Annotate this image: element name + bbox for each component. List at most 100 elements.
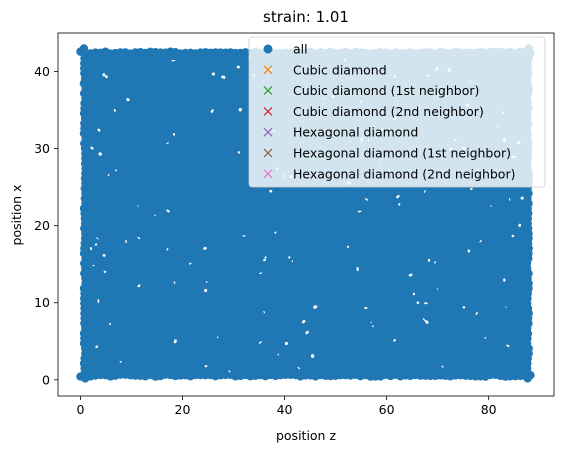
void-gap <box>242 235 246 237</box>
void-gap <box>356 267 359 272</box>
void-gap <box>484 336 487 339</box>
void-gap <box>357 210 362 213</box>
y-tick-label: 0 <box>42 372 50 387</box>
void-gap <box>277 353 280 356</box>
void-gap <box>506 344 510 347</box>
legend-entry-label: Hexagonal diamond (1st neighbor) <box>293 146 511 161</box>
void-gap <box>107 173 110 177</box>
legend-marker <box>263 127 273 137</box>
x-tick-label: 0 <box>76 402 84 417</box>
void-gap <box>119 360 122 363</box>
void-gap <box>92 264 95 267</box>
void-gap <box>173 281 176 284</box>
void-gap <box>172 133 176 136</box>
void-gap <box>425 320 429 324</box>
y-axis-label: position x <box>9 185 24 246</box>
void-gap <box>154 214 156 217</box>
void-gap <box>371 325 375 327</box>
void-gap <box>301 320 306 324</box>
void-gap <box>284 341 288 346</box>
void-gap <box>408 273 413 277</box>
legend-entry-label: Cubic diamond (1st neighbor) <box>293 83 479 98</box>
void-gap <box>416 301 420 304</box>
void-gap <box>238 107 242 112</box>
void-gap <box>475 311 478 316</box>
data-point <box>523 374 532 383</box>
void-gap <box>166 247 169 251</box>
void-gap <box>228 370 231 373</box>
void-gap <box>364 306 368 309</box>
void-gap <box>258 341 262 344</box>
void-gap <box>412 292 416 296</box>
legend-entry-label: Hexagonal diamond (2nd neighbor) <box>293 166 515 181</box>
void-gap <box>436 288 439 290</box>
void-gap <box>125 239 127 244</box>
void-gap <box>114 169 117 172</box>
void-gap <box>479 240 482 243</box>
y-tick-label: 10 <box>34 295 50 310</box>
chart-title: strain: 1.01 <box>263 8 349 26</box>
void-gap <box>511 234 515 238</box>
void-gap <box>166 142 169 145</box>
void-gap <box>104 75 108 79</box>
void-gap <box>398 203 401 206</box>
void-gap <box>264 256 267 259</box>
void-gap <box>126 97 130 102</box>
void-gap <box>505 306 507 308</box>
void-gap <box>518 223 522 227</box>
legend: all Cubic diamond Cubic diamond (1st neigh… <box>248 36 546 188</box>
void-gap <box>520 196 524 200</box>
void-gap <box>173 339 177 344</box>
void-gap <box>441 365 444 368</box>
legend-entry-label: Hexagonal diamond <box>293 125 418 140</box>
void-gap <box>137 236 141 240</box>
void-gap <box>90 146 94 150</box>
legend-marker <box>263 106 273 116</box>
void-gap <box>427 258 431 262</box>
void-gap <box>97 128 101 132</box>
void-gap <box>310 354 315 359</box>
void-gap <box>288 256 291 259</box>
void-gap <box>204 288 208 293</box>
void-gap <box>462 306 466 309</box>
void-gap <box>102 253 106 257</box>
void-gap <box>137 284 141 288</box>
void-gap <box>259 272 263 275</box>
void-gap <box>274 231 277 234</box>
y-tick-label: 20 <box>34 218 50 233</box>
void-gap <box>509 197 511 201</box>
x-axis-label: position z <box>276 428 336 443</box>
axes-frame <box>57 32 555 397</box>
void-gap <box>305 330 309 335</box>
void-gap <box>109 322 111 326</box>
void-gap <box>470 187 473 190</box>
void-gap <box>113 108 116 112</box>
void-gap <box>347 245 350 248</box>
void-gap <box>166 209 170 213</box>
void-gap <box>103 270 107 273</box>
void-gap <box>204 365 208 368</box>
legend-marker <box>263 86 273 96</box>
void-gap <box>171 59 176 62</box>
void-gap <box>263 258 266 262</box>
legend-box <box>248 36 546 188</box>
legend-marker <box>263 65 273 75</box>
void-gap <box>422 318 426 322</box>
data-point <box>81 374 90 383</box>
void-gap <box>216 336 219 339</box>
void-gap <box>364 198 369 201</box>
void-gap <box>206 280 208 283</box>
x-tick-label: 80 <box>481 402 497 417</box>
void-gap <box>189 262 192 265</box>
void-gap <box>210 109 214 113</box>
void-gap <box>263 310 266 314</box>
void-gap <box>503 278 506 282</box>
void-gap <box>221 75 226 79</box>
void-gap <box>97 298 100 304</box>
void-gap <box>370 321 372 324</box>
void-gap <box>94 243 98 246</box>
void-gap <box>313 305 318 309</box>
y-tick-label: 30 <box>34 141 50 156</box>
void-gap <box>236 65 240 69</box>
